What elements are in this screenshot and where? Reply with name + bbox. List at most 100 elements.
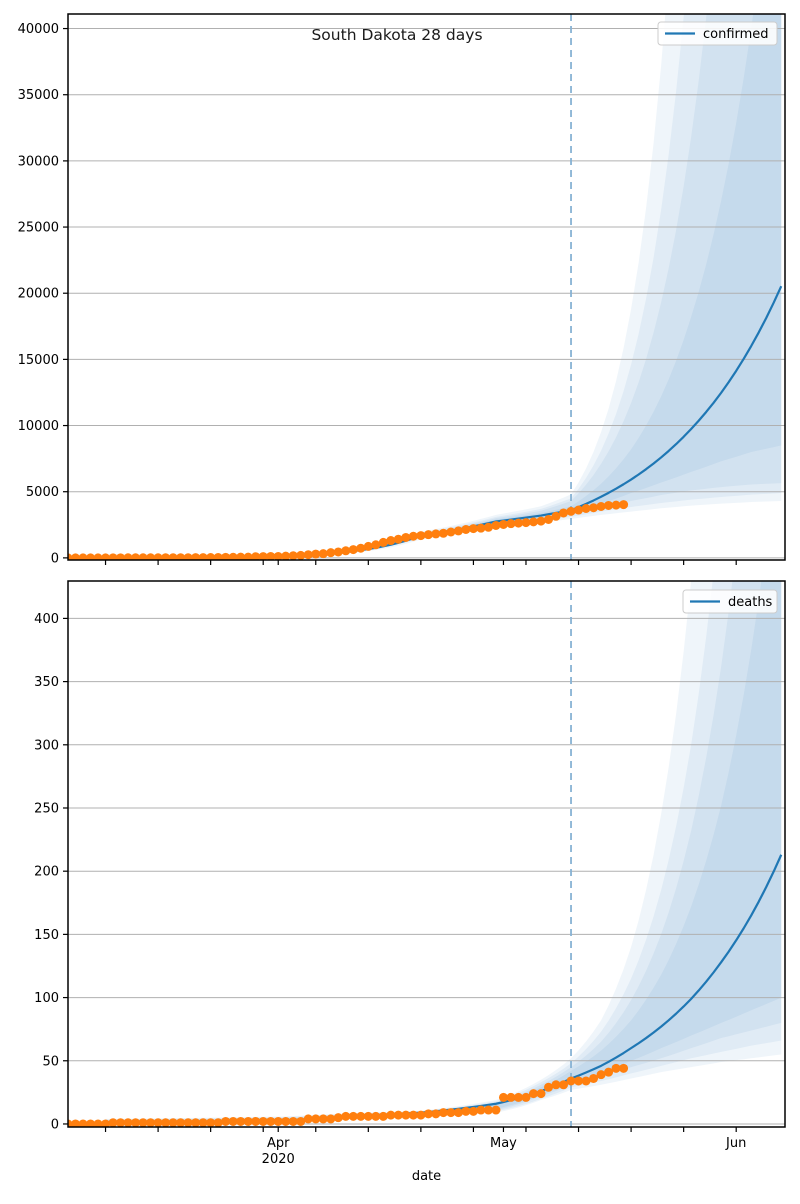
deaths-observed-point [228, 1116, 238, 1126]
confirmed-observed-point [611, 500, 621, 510]
deaths-observed-point [589, 1073, 599, 1083]
confirmed-axes-frame [67, 13, 786, 561]
confirmed-observed-point [266, 551, 276, 560]
confirmed-observed-point [431, 529, 441, 539]
confirmed-observed-point [213, 552, 223, 560]
deaths-observed-point [348, 1111, 358, 1121]
deaths-observed-point [574, 1076, 584, 1086]
confirmed-y-tick-label: 40000 [18, 22, 59, 37]
deaths-observed-point [86, 1119, 96, 1127]
confirmed-observed-point [198, 553, 208, 560]
deaths-observed-point [604, 1067, 614, 1077]
confirmed-observed-point [446, 527, 456, 537]
deaths-observed-point [461, 1106, 471, 1116]
confirmed-observed-point [116, 553, 126, 560]
confirmed-y-tick-label: 25000 [18, 221, 59, 236]
confirmed-observed-point [93, 553, 103, 560]
deaths-observed-point [491, 1105, 501, 1115]
confirmed-observed-point [168, 553, 178, 560]
confirmed-observed-point [408, 531, 418, 541]
deaths-y-tick-label: 250 [34, 801, 59, 816]
confirmed-observed-point [281, 551, 291, 560]
confirmed-observed-point [506, 519, 516, 529]
deaths-observed-point [318, 1114, 328, 1124]
deaths-observed-point [258, 1116, 268, 1126]
confirmed-observed-point [206, 553, 216, 560]
deaths-y-tick-label: 300 [34, 738, 59, 753]
deaths-observed-point [296, 1116, 306, 1126]
confirmed-observed-point [468, 524, 478, 534]
confirmed-observed-point [393, 534, 403, 544]
confirmed-observed-point [513, 518, 523, 528]
confirmed-observed-point [498, 519, 508, 529]
deaths-y-tick-label: 200 [34, 865, 59, 880]
deaths-observed-point [198, 1118, 208, 1127]
deaths-observed-point [536, 1089, 546, 1099]
deaths-observed-point [281, 1116, 291, 1126]
confirmed-observed-point [401, 532, 411, 542]
deaths-uncertainty-band-2 [105, 581, 782, 1124]
deaths-observed-point [206, 1118, 216, 1127]
deaths-observed-point [251, 1116, 261, 1126]
deaths-observed-point [408, 1110, 418, 1120]
deaths-y-tick-label: 50 [42, 1054, 59, 1069]
x-tick-label-month: May [490, 1136, 517, 1151]
confirmed-observed-point [581, 504, 591, 513]
confirmed-observed-point [183, 553, 193, 560]
deaths-observed-point [378, 1111, 388, 1121]
confirmed-observed-point [551, 511, 561, 521]
confirmed-observed-point [378, 537, 388, 547]
deaths-observed-point [273, 1116, 283, 1126]
legend-label: confirmed [703, 27, 769, 42]
confirmed-observed-point [296, 550, 306, 560]
deaths-observed-point [161, 1118, 171, 1127]
deaths-observed-point [581, 1076, 591, 1086]
deaths-observed-point [386, 1110, 396, 1120]
confirmed-observed-point [483, 522, 493, 532]
confirmed-observed-point [348, 545, 358, 555]
confirmed-observed-point [78, 553, 88, 560]
confirmed-observed-point [521, 518, 531, 528]
deaths-observed-point [596, 1070, 606, 1080]
confirmed-observed-point [416, 531, 426, 541]
confirmed-observed-point [333, 547, 343, 557]
deaths-uncertainty-band-1 [105, 581, 782, 1124]
confirmed-observed-point [86, 553, 96, 560]
deaths-observed-point [431, 1109, 441, 1119]
confirmed-observed-point [303, 550, 313, 560]
deaths-observed-point [498, 1092, 508, 1102]
confirmed-observed-points [68, 500, 629, 560]
confirmed-uncertainty-band-2 [105, 14, 782, 558]
confirmed-observed-point [596, 501, 606, 511]
confirmed-observed-point [161, 553, 171, 560]
deaths-y-tick-label: 150 [34, 928, 59, 943]
confirmed-observed-point [228, 552, 238, 560]
x-tick-year-label: 2020 [262, 1152, 295, 1167]
deaths-observed-point [483, 1105, 493, 1115]
confirmed-observed-point [288, 551, 298, 560]
deaths-observed-point [168, 1118, 178, 1127]
confirmed-observed-point [273, 551, 283, 560]
confirmed-observed-point [566, 506, 576, 516]
deaths-observed-point [371, 1111, 381, 1121]
deaths-observed-point [528, 1089, 538, 1099]
deaths-observed-point [266, 1116, 276, 1126]
deaths-legend: deaths [682, 589, 778, 614]
legend-label: deaths [728, 595, 773, 610]
deaths-observed-point [521, 1092, 531, 1102]
deaths-observed-point [311, 1114, 321, 1124]
confirmed-uncertainty-band-3 [105, 14, 782, 558]
chart-title: South Dakota 28 days [311, 26, 482, 44]
deaths-observed-point [438, 1108, 448, 1118]
confirmed-observed-point [574, 505, 584, 515]
deaths-observed-point [108, 1118, 118, 1127]
confirmed-observed-point [71, 553, 81, 560]
x-axis-label: date [412, 1169, 441, 1184]
deaths-observed-point [513, 1092, 523, 1102]
confirmed-observed-point [363, 541, 373, 551]
confirmed-y-tick-label: 0 [51, 551, 59, 566]
deaths-observed-point [236, 1116, 246, 1126]
x-tick-label-month: Apr [267, 1136, 290, 1151]
